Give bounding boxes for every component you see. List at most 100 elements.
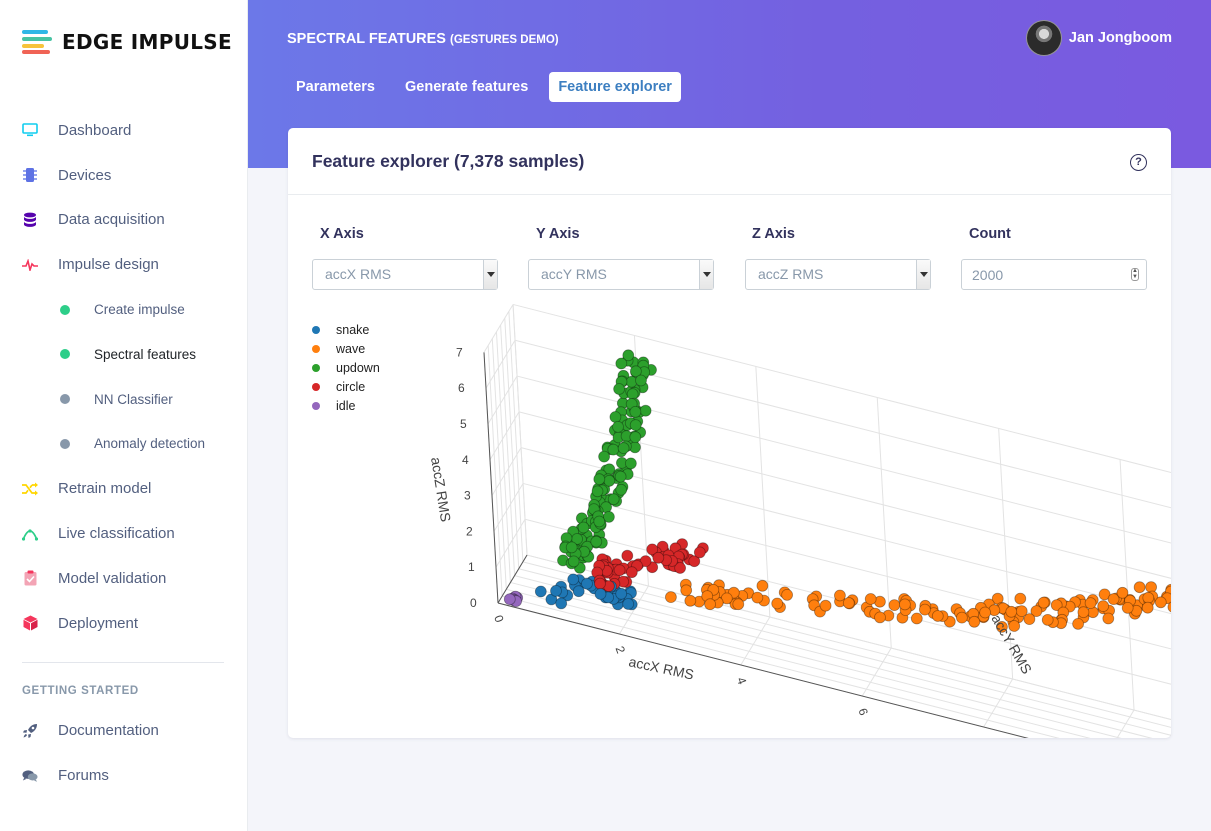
data-point-wave[interactable]	[680, 584, 693, 597]
data-point-updown[interactable]	[629, 405, 642, 418]
tab-parameters[interactable]: Parameters	[296, 79, 375, 95]
sidebar-item-documentation[interactable]: Documentation	[0, 709, 248, 754]
data-point-wave[interactable]	[1116, 586, 1129, 599]
data-point-wave[interactable]	[1154, 596, 1167, 609]
data-point-wave[interactable]	[1030, 605, 1043, 618]
sidebar-item-forums[interactable]: Forums	[0, 753, 248, 798]
data-point-circle[interactable]	[652, 551, 665, 564]
data-point-idle[interactable]	[503, 593, 516, 606]
data-point-wave[interactable]	[1121, 601, 1134, 614]
data-point-updown[interactable]	[615, 483, 628, 496]
data-point-snake[interactable]	[555, 597, 568, 610]
data-point-wave[interactable]	[771, 597, 784, 610]
data-point-wave[interactable]	[1167, 601, 1171, 613]
brand-logo[interactable]: EDGE IMPULSE	[22, 30, 232, 54]
data-point-wave[interactable]	[842, 597, 855, 609]
data-point-circle[interactable]	[625, 566, 638, 579]
data-point-snake[interactable]	[594, 588, 607, 600]
data-point-updown[interactable]	[593, 515, 606, 528]
data-point-wave[interactable]	[968, 615, 981, 628]
data-point-snake[interactable]	[534, 585, 547, 598]
tab-feature-explorer[interactable]: Feature explorer	[549, 72, 681, 102]
data-point-wave[interactable]	[910, 612, 923, 625]
data-point-updown[interactable]	[603, 474, 616, 487]
stepper-arrows-icon[interactable]: ▲ ▼	[1131, 268, 1139, 281]
legend-item-circle[interactable]: circle	[312, 377, 380, 396]
data-point-updown[interactable]	[614, 470, 627, 483]
data-point-wave[interactable]	[834, 589, 846, 602]
scatter-3d-plot[interactable]: 024681000.51.522.53.501234567 accX RMS a…	[288, 128, 1171, 738]
data-point-circle[interactable]	[621, 549, 634, 562]
data-point-updown[interactable]	[609, 411, 622, 423]
data-point-updown[interactable]	[622, 349, 635, 362]
data-point-updown[interactable]	[593, 473, 606, 486]
data-point-wave[interactable]	[919, 603, 931, 616]
data-point-updown[interactable]	[615, 357, 628, 370]
data-point-snake[interactable]	[581, 577, 593, 590]
data-point-snake[interactable]	[622, 598, 635, 610]
data-point-wave[interactable]	[1077, 606, 1090, 619]
data-point-snake[interactable]	[615, 587, 628, 600]
sidebar-item-dashboard[interactable]: Dashboard	[0, 108, 248, 153]
legend-item-idle[interactable]: idle	[312, 396, 380, 415]
data-point-updown[interactable]	[565, 541, 578, 554]
data-point-updown[interactable]	[635, 374, 647, 387]
data-point-wave[interactable]	[1141, 601, 1154, 614]
sidebar-subitem-nn-classifier[interactable]: NN Classifier	[0, 377, 248, 422]
y-axis-select[interactable]: accY RMS	[528, 259, 714, 290]
sidebar-item-data-acquisition[interactable]: Data acquisition	[0, 198, 248, 243]
sidebar-item-live-classification[interactable]: Live classification	[0, 511, 248, 556]
data-point-wave[interactable]	[1097, 600, 1110, 613]
legend-item-snake[interactable]: snake	[312, 320, 380, 339]
data-point-updown[interactable]	[607, 443, 620, 456]
data-point-wave[interactable]	[899, 598, 911, 611]
data-point-updown[interactable]	[629, 431, 642, 444]
sidebar-subitem-spectral-features[interactable]: Spectral features	[0, 332, 248, 377]
data-point-wave[interactable]	[1037, 596, 1050, 609]
data-point-wave[interactable]	[819, 599, 832, 612]
sidebar-item-deployment[interactable]: Deployment	[0, 601, 248, 646]
data-point-circle[interactable]	[639, 555, 652, 568]
data-point-snake[interactable]	[550, 584, 562, 597]
legend-item-updown[interactable]: updown	[312, 358, 380, 377]
data-point-wave[interactable]	[1041, 613, 1054, 626]
data-point-wave[interactable]	[1014, 592, 1027, 605]
data-point-circle[interactable]	[646, 543, 659, 556]
data-point-wave[interactable]	[1098, 588, 1111, 601]
data-point-updown[interactable]	[612, 420, 624, 433]
data-point-wave[interactable]	[1102, 612, 1115, 625]
data-point-wave[interactable]	[1142, 591, 1155, 604]
sidebar-item-devices[interactable]: Devices	[0, 153, 248, 198]
data-point-wave[interactable]	[1084, 597, 1097, 610]
data-point-wave[interactable]	[720, 592, 733, 605]
data-point-wave[interactable]	[732, 598, 745, 611]
data-point-updown[interactable]	[639, 404, 652, 417]
data-point-updown[interactable]	[629, 419, 642, 432]
data-point-updown[interactable]	[567, 555, 580, 568]
data-point-wave[interactable]	[1008, 620, 1021, 632]
data-point-wave[interactable]	[664, 591, 677, 604]
data-point-updown[interactable]	[590, 535, 603, 548]
x-axis-select[interactable]: accX RMS	[312, 259, 498, 290]
data-point-snake[interactable]	[567, 573, 580, 586]
sidebar-subitem-create-impulse[interactable]: Create impulse	[0, 287, 248, 332]
data-point-updown[interactable]	[629, 365, 642, 378]
data-point-wave[interactable]	[874, 611, 886, 624]
data-point-circle[interactable]	[594, 577, 606, 590]
data-point-wave[interactable]	[1072, 617, 1084, 630]
sidebar-item-model-validation[interactable]: Model validation	[0, 556, 248, 601]
question-circle-icon[interactable]: ?	[1130, 154, 1147, 171]
data-point-wave[interactable]	[979, 606, 991, 619]
user-menu[interactable]: Jan Jongboom	[1025, 20, 1172, 56]
data-point-wave[interactable]	[1005, 605, 1018, 618]
data-point-updown[interactable]	[598, 450, 611, 463]
data-point-wave[interactable]	[931, 610, 944, 622]
sidebar-item-retrain-model[interactable]: Retrain model	[0, 466, 248, 511]
count-input[interactable]	[961, 259, 1147, 290]
sidebar-item-impulse-design[interactable]: Impulse design	[0, 242, 248, 287]
z-axis-select[interactable]: accZ RMS	[745, 259, 931, 290]
tab-generate-features[interactable]: Generate features	[405, 79, 529, 95]
data-point-wave[interactable]	[1133, 581, 1146, 594]
data-point-wave[interactable]	[684, 594, 697, 607]
data-point-updown[interactable]	[577, 521, 590, 534]
